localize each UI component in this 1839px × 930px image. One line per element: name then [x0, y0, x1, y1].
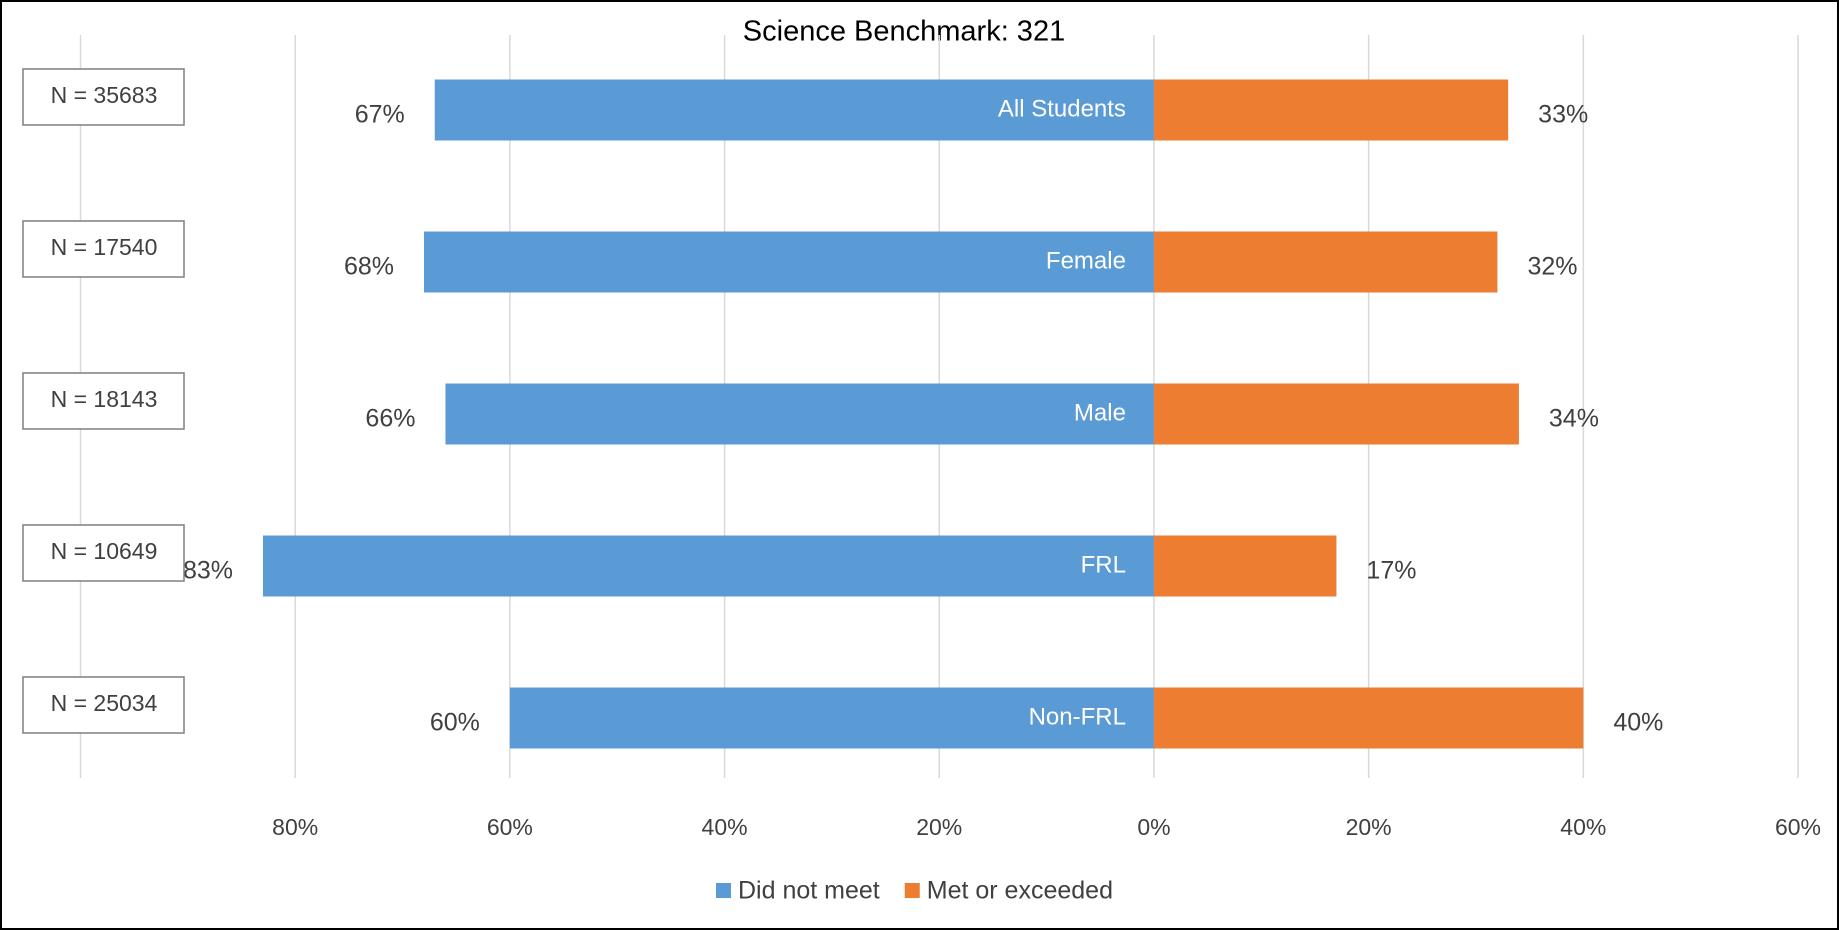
annotation: N = 18143 [51, 386, 158, 412]
data-label: 33% [1538, 101, 1588, 129]
category-label: Male [1074, 399, 1126, 426]
bar [424, 231, 1154, 293]
annotation: N = 25034 [51, 690, 158, 716]
legend-label: Met or exceeded [927, 877, 1113, 905]
x-tick-label: 60% [487, 814, 533, 840]
annotation-box [22, 68, 185, 126]
bar [1153, 535, 1337, 597]
x-tick-label: 60% [1775, 814, 1821, 840]
category-label: Female [1046, 247, 1126, 274]
bar [509, 687, 1154, 749]
annotation-box [22, 220, 185, 278]
annotation-box [22, 372, 185, 430]
data-label: 68% [344, 253, 394, 281]
data-label: 83% [183, 557, 233, 585]
data-label: 32% [1527, 253, 1577, 281]
annotation: N = 10649 [51, 538, 158, 564]
x-tick-label: 40% [1560, 814, 1606, 840]
annotation: N = 17540 [51, 234, 158, 260]
legend-swatch [904, 883, 920, 898]
x-tick-label: 0% [1137, 814, 1170, 840]
data-label: 17% [1366, 557, 1416, 585]
bar [445, 383, 1154, 445]
annotation-box [22, 524, 185, 582]
bar [1153, 687, 1584, 749]
category-label: FRL [1081, 551, 1126, 578]
chart-title: Science Benchmark: 321 [743, 16, 1065, 48]
annotation: N = 35683 [51, 82, 158, 108]
annotation-box [22, 676, 185, 734]
x-tick-label: 20% [916, 814, 962, 840]
data-label: 60% [430, 709, 480, 737]
bar [434, 79, 1154, 141]
x-tick-label: 20% [1346, 814, 1392, 840]
data-label: 40% [1613, 709, 1663, 737]
data-label: 34% [1549, 405, 1599, 433]
data-label: 66% [365, 405, 415, 433]
x-tick-label: 80% [272, 814, 318, 840]
legend-label: Did not meet [738, 877, 880, 905]
bar [1153, 231, 1498, 293]
category-label: Non-FRL [1029, 703, 1126, 730]
data-label: 67% [355, 101, 405, 129]
legend-swatch [716, 883, 731, 898]
bar [1153, 79, 1509, 141]
x-tick-label: 40% [702, 814, 748, 840]
bar [1153, 383, 1519, 445]
category-label: All Students [998, 95, 1126, 122]
bar [262, 535, 1154, 597]
